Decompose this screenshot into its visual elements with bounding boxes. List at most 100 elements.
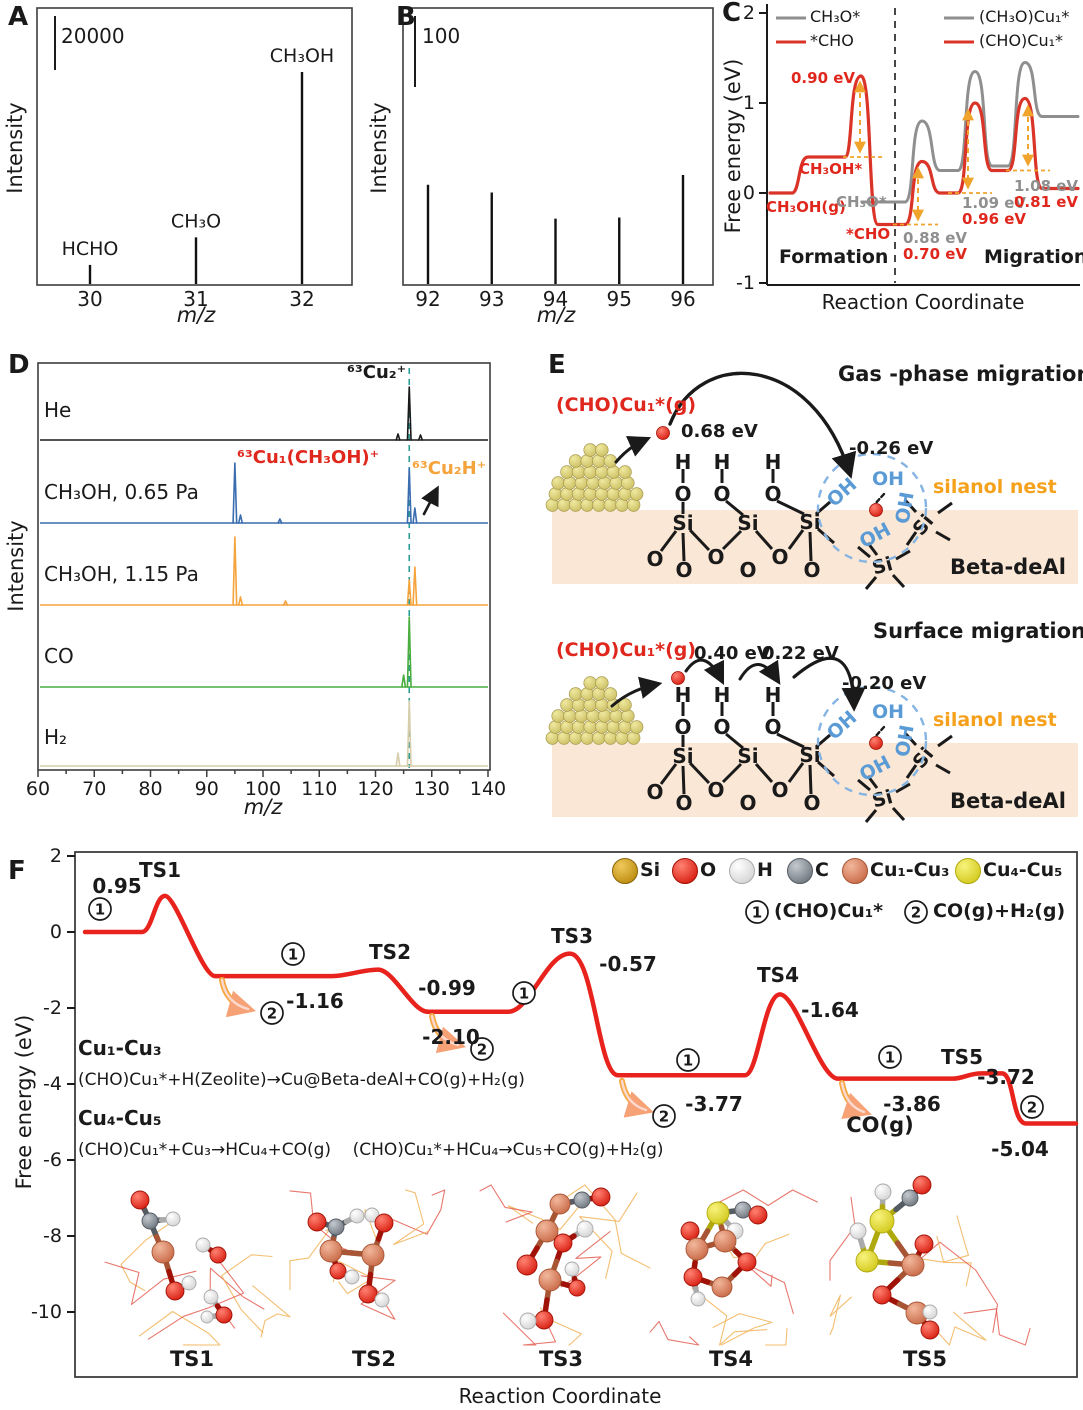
- circle: [629, 720, 644, 734]
- circle: [603, 454, 618, 468]
- panel-f-ytick: -2: [43, 997, 62, 1019]
- legend-sphere-h: [729, 858, 755, 884]
- legend-ch3o-cu: (CH₃O)Cu₁*: [979, 7, 1070, 26]
- line: [866, 775, 879, 789]
- zeolite-surface-bottom: [552, 743, 1078, 817]
- barrier-mig1-gray: 0.88 eV: [903, 229, 968, 247]
- ts-structure-TS5: [849, 1175, 940, 1340]
- species-marker: [470, 1037, 494, 1061]
- legend-sphere-o: [672, 858, 698, 884]
- line: [903, 498, 918, 514]
- species-marker: [88, 897, 112, 921]
- state-methoxy: CH₃O*: [836, 193, 887, 211]
- atom-cu13: [538, 1268, 562, 1292]
- trace-peak: [406, 386, 412, 441]
- panel-b-tick-label: 96: [670, 287, 695, 311]
- panel-b-label: B: [396, 2, 416, 32]
- trace-peak: [395, 433, 401, 441]
- atom-h: [576, 1220, 594, 1238]
- species-marker: [281, 942, 305, 966]
- atom-h: [181, 1275, 197, 1291]
- value-level3: -3.77: [685, 1092, 743, 1116]
- nest-oh: OH: [872, 701, 904, 723]
- species-marker-num: 2: [1027, 1099, 1037, 1117]
- atom-o: O: [803, 558, 820, 582]
- zeolite-wireframe: [393, 1189, 430, 1246]
- atom-o: O: [764, 715, 781, 739]
- energy-trap-bottom: -0.20 eV: [842, 673, 927, 694]
- value-ts1: 0.95: [92, 874, 142, 898]
- atom-o: O: [739, 558, 756, 582]
- atom-o: O: [739, 791, 756, 815]
- atom-h: [374, 1292, 390, 1308]
- panel-c-gray-curve: [860, 61, 1080, 204]
- nest-oh: OH: [891, 490, 918, 525]
- panel-a-ylabel: Intensity: [2, 102, 27, 194]
- atom-cu13: [151, 1240, 175, 1264]
- species-marker-num: 1: [752, 904, 762, 922]
- energy-desorb: 0.68 eV: [681, 421, 758, 442]
- zeolite-wireframe: [252, 1285, 291, 1338]
- atom-o: O: [674, 715, 691, 739]
- atom-o: [748, 1205, 768, 1225]
- ts-structure-TS4: [680, 1201, 768, 1307]
- panel-d-xtick: 140: [470, 778, 506, 800]
- energy-trap-top: -0.26 eV: [849, 438, 934, 459]
- silanol-nest-bottom: silanol nest: [933, 709, 1057, 731]
- trace-peak: [406, 616, 412, 688]
- ts-structure-TS2: [307, 1207, 394, 1308]
- atom-c: [141, 1212, 159, 1230]
- line: [776, 732, 805, 749]
- state-ch3oh-ads: CH₃OH*: [799, 160, 863, 178]
- atom-si: Si: [737, 744, 758, 768]
- atom-c: [327, 1218, 345, 1236]
- zeolite-wireframe: [360, 1275, 396, 1320]
- legend-c: C: [815, 859, 829, 881]
- circle: [568, 454, 583, 468]
- species-marker-num: 2: [911, 904, 921, 922]
- region-formation: Formation: [779, 246, 889, 268]
- atom-o: O: [646, 547, 663, 571]
- barrier-mig2-red: 0.96 eV: [962, 210, 1027, 228]
- zeolite-wireframe: [221, 1254, 273, 1334]
- atom-o: O: [707, 778, 724, 802]
- release-arrow: [619, 1078, 654, 1118]
- line: [808, 764, 813, 795]
- trace-label-ch3oh-065: CH₃OH, 0.65 Pa: [44, 480, 199, 504]
- line: [895, 782, 911, 794]
- panel-d-xtick: 60: [26, 778, 50, 800]
- zeolite-wireframe: [507, 1205, 580, 1231]
- atom-c: [901, 1189, 919, 1207]
- panel-f-ytick: -6: [43, 1149, 62, 1171]
- trace-peak: [232, 462, 238, 524]
- panel-a-label: A: [8, 2, 29, 32]
- panel-a-peak-label: CH₃OH: [270, 45, 334, 67]
- atom-cu13: [535, 1219, 559, 1243]
- atom-o: [534, 1310, 554, 1330]
- species-marker-num: 1: [683, 1052, 693, 1070]
- line: [903, 731, 918, 747]
- atom-cu45: [706, 1201, 730, 1225]
- species-marker-num: 1: [288, 946, 298, 964]
- atom-o: O: [764, 482, 781, 506]
- line: [787, 529, 805, 550]
- atom-h: H: [765, 450, 782, 474]
- cu-nanoparticle: [545, 676, 644, 745]
- atom-o: [516, 1254, 538, 1276]
- line: [681, 532, 686, 562]
- panel-b-tick-label: 94: [543, 287, 568, 311]
- line: [866, 542, 879, 556]
- legend-cho-cu: (CHO)Cu₁*: [979, 31, 1064, 50]
- panel-f-ytick: -10: [31, 1301, 62, 1323]
- atom-cu13: [711, 1276, 733, 1298]
- cu-atom-gas: [656, 426, 670, 440]
- co-release-label: CO(g): [846, 1113, 914, 1137]
- zeolite-wireframe: [829, 1294, 852, 1336]
- atom-h: H: [714, 450, 731, 474]
- release-arrow-inner: [220, 978, 250, 1011]
- panel-d-xtick: 100: [245, 778, 281, 800]
- zeolite-wireframe: [722, 1233, 790, 1259]
- panel-b-xlabel: m/z: [536, 303, 576, 327]
